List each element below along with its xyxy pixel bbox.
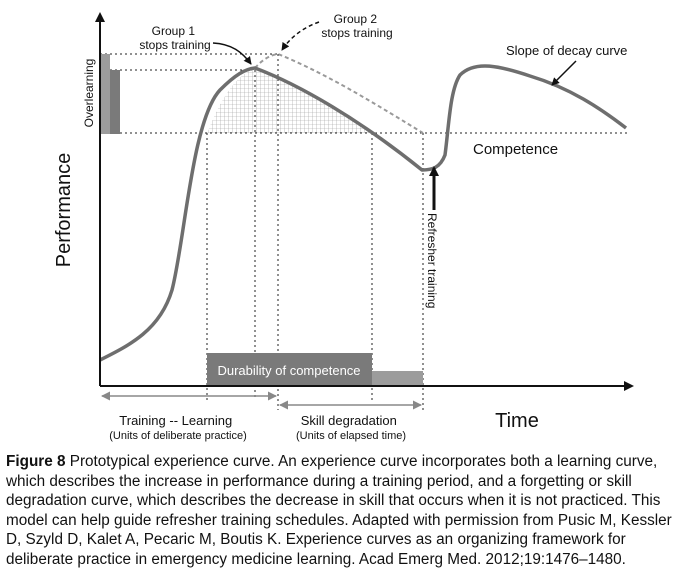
- experience-curve: [99, 64, 628, 362]
- durability-bar: [207, 353, 372, 386]
- degradation-label-line1: Skill degradation: [301, 413, 397, 428]
- group2-label-line1: Group 2: [334, 12, 378, 26]
- training-label: Training -- Learning (Units of deliberat…: [109, 412, 247, 442]
- experience-curve-diagram: Durability of competence Performance Tim…: [53, 12, 634, 442]
- group1-label-line1: Group 1: [152, 24, 196, 38]
- overlearning-hatched-area: [207, 68, 372, 133]
- decay-slope-label: Slope of decay curve: [506, 43, 627, 58]
- overlearning-bar-group2: [101, 54, 110, 134]
- competence-label: Competence: [473, 141, 558, 158]
- group1-label-line2: stops training: [139, 38, 210, 52]
- axes: [95, 12, 634, 391]
- y-axis-label: Performance: [53, 153, 75, 268]
- training-label-line2: (Units of deliberate practice): [109, 430, 247, 442]
- group1-pointer-arrow: [212, 42, 252, 65]
- x-axis-label: Time: [495, 410, 539, 432]
- reference-lines: [100, 53, 630, 410]
- overlearning-label: Overlearning: [82, 59, 96, 128]
- durability-label: Durability of competence: [217, 363, 360, 378]
- figure-caption: Figure 8 Prototypical experience curve. …: [6, 452, 678, 570]
- group2-pointer-arrow: [281, 21, 320, 51]
- overlearning-bar-group1: [110, 70, 120, 134]
- group2-label: Group 2 stops training: [321, 12, 392, 40]
- group1-label: Group 1 stops training: [139, 24, 210, 52]
- degradation-label: Skill degradation (Units of elapsed time…: [296, 412, 406, 442]
- degradation-label-line2: (Units of elapsed time): [296, 430, 406, 442]
- group2-decay-curve: [254, 52, 424, 134]
- training-label-line1: Training -- Learning: [119, 413, 232, 428]
- decay-slope-arrow: [551, 60, 577, 86]
- group2-label-line2: stops training: [321, 26, 392, 40]
- figure-caption-text: Prototypical experience curve. An experi…: [6, 453, 672, 568]
- figure-caption-label: Figure 8: [6, 453, 66, 470]
- refresher-label: Refresher training: [425, 213, 439, 308]
- durability-bar-extension: [372, 371, 423, 386]
